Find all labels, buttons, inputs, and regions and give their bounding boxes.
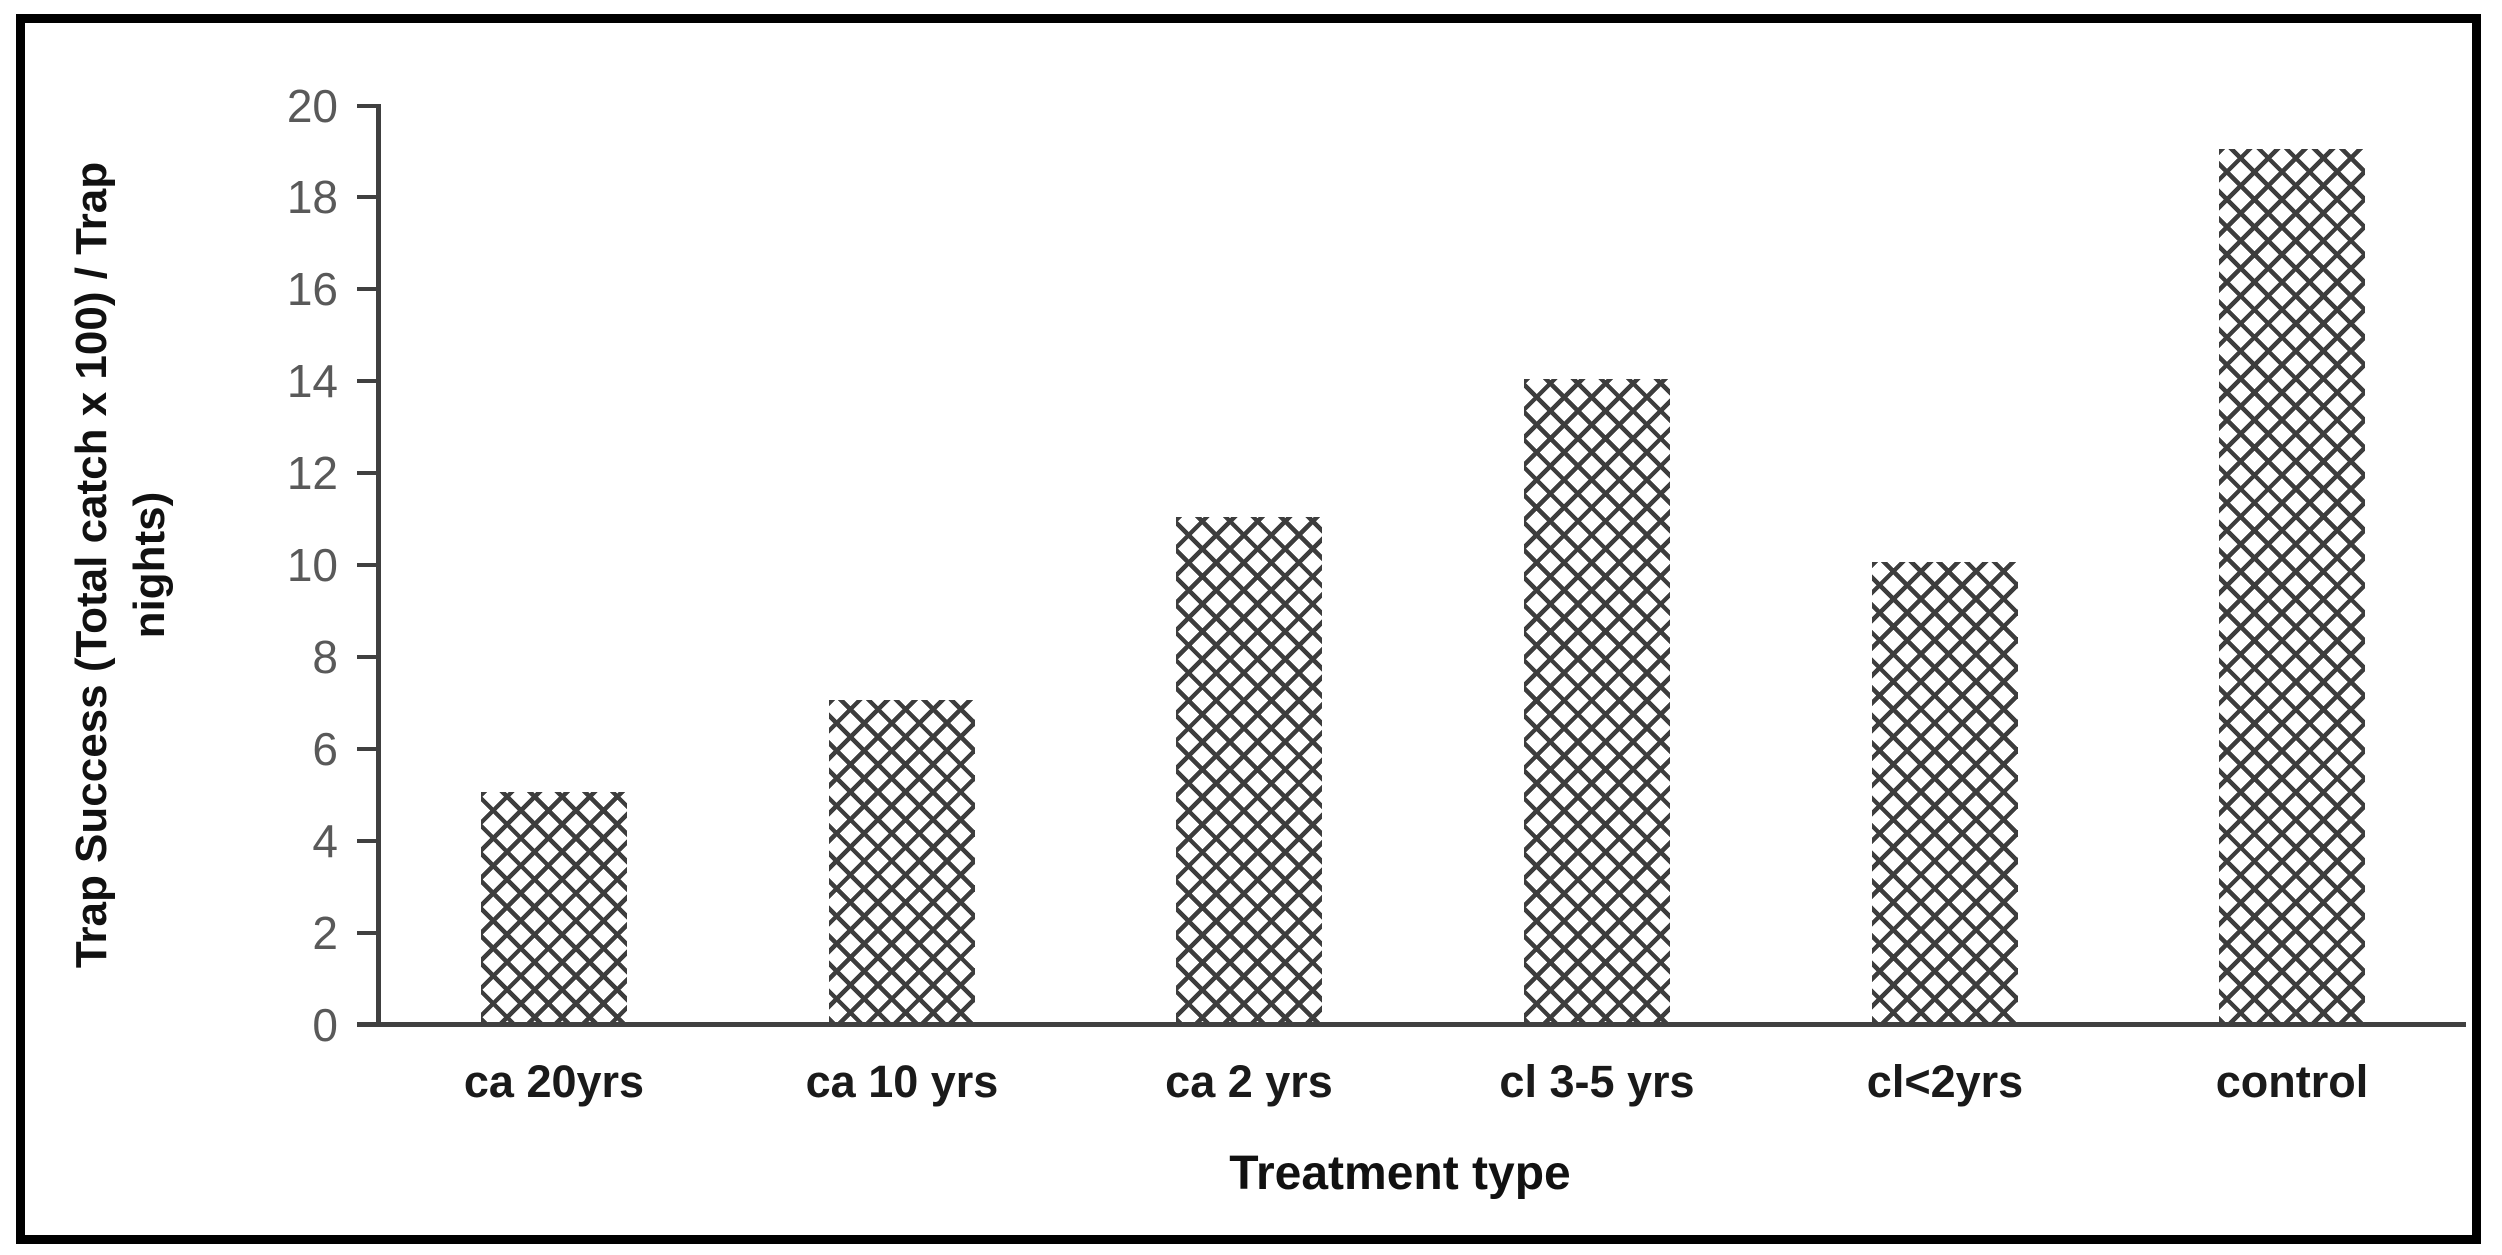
x-axis-title: Treatment type — [1229, 1147, 1571, 1200]
y-tick-label: 20 — [286, 79, 338, 132]
y-tick-label: 14 — [286, 355, 338, 408]
x-axis-line — [357, 1022, 2466, 1027]
y-axis-line — [376, 105, 381, 1027]
y-tick-mark — [357, 103, 381, 108]
y-tick-mark — [357, 746, 381, 751]
y-tick-label: 4 — [312, 814, 338, 867]
y-tick-mark — [357, 838, 381, 843]
y-tick-label: 16 — [286, 263, 338, 316]
y-tick-mark — [357, 471, 381, 476]
y-axis-title-line1: Trap Success (Total catch x 100) / Trap — [67, 161, 116, 969]
y-tick-label: 10 — [286, 539, 338, 591]
y-tick-mark — [357, 654, 381, 659]
bar-ca-10-yrs — [829, 700, 975, 1022]
y-tick-label: 0 — [312, 998, 338, 1051]
y-tick-mark — [357, 930, 381, 935]
bar-ca-20yrs — [481, 792, 627, 1022]
y-tick-label: 8 — [312, 630, 338, 683]
bar-cl-3-5-yrs — [1524, 379, 1670, 1022]
y-tick-label: 18 — [286, 171, 338, 224]
category-label-cl-2yrs: cl<2yrs — [1866, 1056, 2024, 1107]
category-label-ca-2-yrs: ca 2 yrs — [1165, 1056, 1333, 1107]
category-label-ca-20yrs: ca 20yrs — [463, 1056, 645, 1107]
category-label-control: control — [2215, 1056, 2369, 1107]
category-label-ca-10-yrs: ca 10 yrs — [805, 1056, 999, 1107]
bar-control — [2219, 149, 2365, 1022]
bar-ca-2-yrs — [1176, 517, 1322, 1022]
y-tick-mark — [357, 195, 381, 200]
y-tick-label: 2 — [312, 906, 338, 959]
bar-cl-2yrs — [1872, 562, 2018, 1022]
y-tick-mark — [357, 287, 381, 292]
y-tick-mark — [357, 563, 381, 567]
y-tick-label: 12 — [286, 447, 338, 500]
y-tick-label: 6 — [312, 722, 338, 775]
category-label-cl-3-5-yrs: cl 3-5 yrs — [1499, 1056, 1695, 1107]
chart-frame-border — [16, 14, 2481, 1244]
y-axis-title: Trap Success (Total catch x 100) / Trap … — [63, 75, 181, 1055]
y-tick-mark — [357, 379, 381, 384]
